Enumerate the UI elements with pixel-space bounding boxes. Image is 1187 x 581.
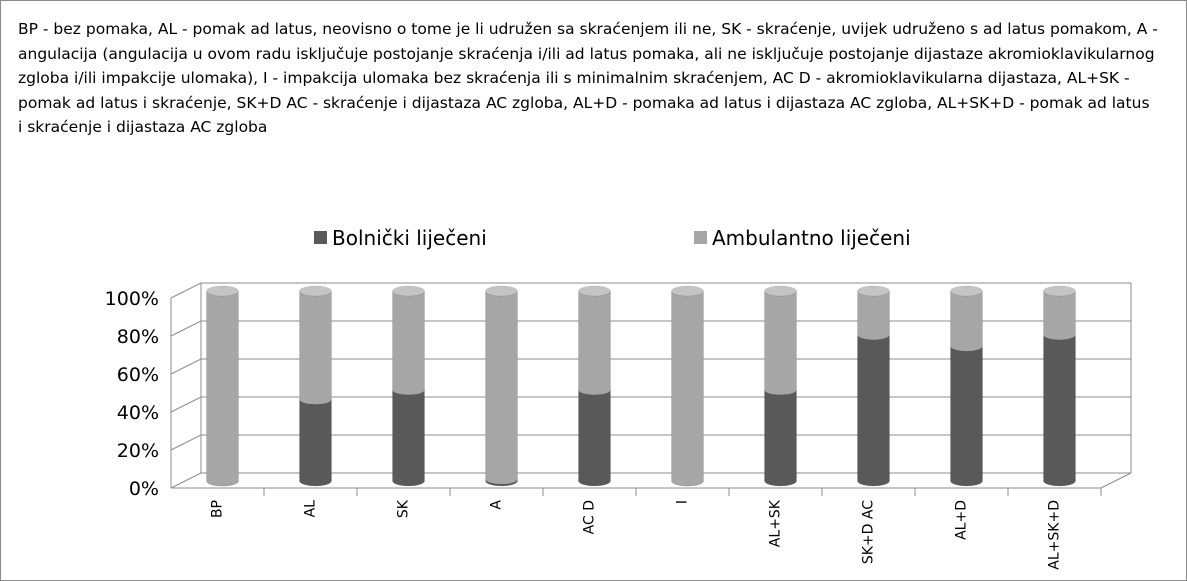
y-tick-label: 40% — [117, 402, 159, 424]
bar-cap — [392, 285, 425, 297]
x-tick-label: SK+D AC — [861, 500, 877, 564]
x-tick-label: AL+D — [954, 500, 970, 540]
bar-cap — [299, 285, 332, 297]
x-tick-label: AC D — [582, 500, 598, 534]
bar-cap — [578, 285, 611, 297]
bar-cap — [206, 285, 239, 297]
bar — [392, 290, 425, 396]
y-tick-label: 80% — [117, 326, 159, 348]
y-tick-label: 20% — [117, 440, 159, 462]
legend-label: Bolnički liječeni — [332, 226, 487, 250]
x-tick-label: I — [675, 500, 691, 504]
legend-swatch — [694, 231, 707, 244]
bar — [299, 290, 332, 405]
bar — [1043, 290, 1076, 340]
bar-cap — [1043, 285, 1076, 297]
x-tick-label: AL+SK+D — [1047, 500, 1063, 570]
y-tick-label: 100% — [105, 288, 159, 310]
y-tick-label: 0% — [129, 478, 159, 500]
legend-swatch — [314, 231, 327, 244]
x-tick-label: AL+SK — [768, 499, 784, 547]
x-tick-label: BP — [210, 500, 226, 518]
bar — [392, 389, 425, 487]
bar — [764, 290, 797, 396]
bar — [1043, 334, 1076, 487]
bar — [299, 399, 332, 487]
bar — [578, 290, 611, 396]
x-tick-label: AL — [303, 500, 319, 518]
legend-label: Ambulantno liječeni — [712, 226, 911, 250]
bar — [485, 290, 518, 485]
bar — [671, 290, 704, 487]
bar-cap — [671, 285, 704, 297]
bar — [578, 389, 611, 487]
chart-title: BP - bez pomaka, AL - pomak ad latus, ne… — [18, 20, 1158, 136]
bar-cap — [950, 285, 983, 297]
bar-cap — [485, 285, 518, 297]
y-tick-label: 60% — [117, 364, 159, 386]
bar — [764, 389, 797, 487]
bar — [857, 334, 890, 487]
bar — [950, 290, 983, 352]
bar — [857, 290, 890, 340]
bar — [950, 346, 983, 487]
bar — [206, 290, 239, 487]
bar-cap — [857, 285, 890, 297]
x-tick-label: SK — [396, 499, 412, 518]
x-tick-label: A — [489, 500, 505, 510]
bar-cap — [764, 285, 797, 297]
